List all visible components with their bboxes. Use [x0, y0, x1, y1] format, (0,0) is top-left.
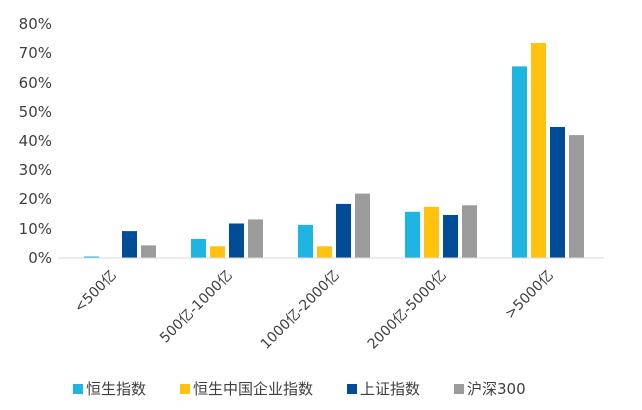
legend-label: 上证指数 [360, 380, 420, 398]
y-tick-label: 50% [19, 103, 52, 121]
bar [531, 43, 546, 258]
bar [355, 193, 370, 258]
bar [512, 66, 527, 259]
y-tick-label: 60% [19, 74, 52, 92]
x-tick-label: <500亿 [71, 268, 119, 316]
x-axis: <500亿 500亿-1000亿 1000亿-2000亿 2000亿-5000亿… [71, 268, 556, 353]
legend-item: 沪深300 [454, 380, 526, 398]
y-tick-label: 0% [28, 249, 52, 267]
y-tick-label: 20% [19, 190, 52, 208]
legend-item: 恒生中国企业指数 [180, 380, 313, 398]
bar [336, 203, 351, 258]
legend-swatch [347, 384, 357, 394]
legend-label: 恒生指数 [86, 380, 146, 398]
legend-swatch [180, 384, 190, 394]
y-tick-label: 70% [19, 44, 52, 62]
y-axis: 80% 70% 60% 50% 40% 30% 20% 10% 0% [19, 15, 52, 267]
x-tick-label: 1000亿-2000亿 [258, 268, 343, 353]
bar [229, 223, 244, 258]
y-tick-label: 30% [19, 161, 52, 179]
bars-group [84, 43, 584, 259]
x-tick-label: >5000亿 [502, 268, 557, 323]
legend-item: 上证指数 [347, 380, 420, 398]
bar [424, 206, 439, 258]
bar [298, 224, 313, 258]
bar [84, 256, 99, 258]
legend-label: 沪深300 [467, 380, 526, 398]
bar [569, 135, 584, 258]
bar [141, 245, 156, 258]
y-tick-label: 80% [19, 15, 52, 33]
legend-item: 恒生指数 [73, 380, 146, 398]
bar [443, 215, 458, 258]
bar [191, 239, 206, 258]
x-tick-label: 2000亿-5000亿 [365, 268, 450, 353]
bar [122, 231, 137, 258]
legend-label: 恒生中国企业指数 [193, 380, 313, 398]
bar [210, 246, 225, 258]
bar [248, 219, 263, 258]
legend-swatch [73, 384, 83, 394]
legend: 恒生指数 恒生中国企业指数 上证指数 沪深300 [73, 380, 526, 398]
bar [317, 246, 332, 258]
bar [462, 205, 477, 258]
x-tick-label: 500亿-1000亿 [157, 268, 236, 347]
y-tick-label: 40% [19, 132, 52, 150]
legend-swatch [454, 384, 464, 394]
bar [550, 127, 565, 258]
y-tick-label: 10% [19, 220, 52, 238]
bar [405, 211, 420, 258]
